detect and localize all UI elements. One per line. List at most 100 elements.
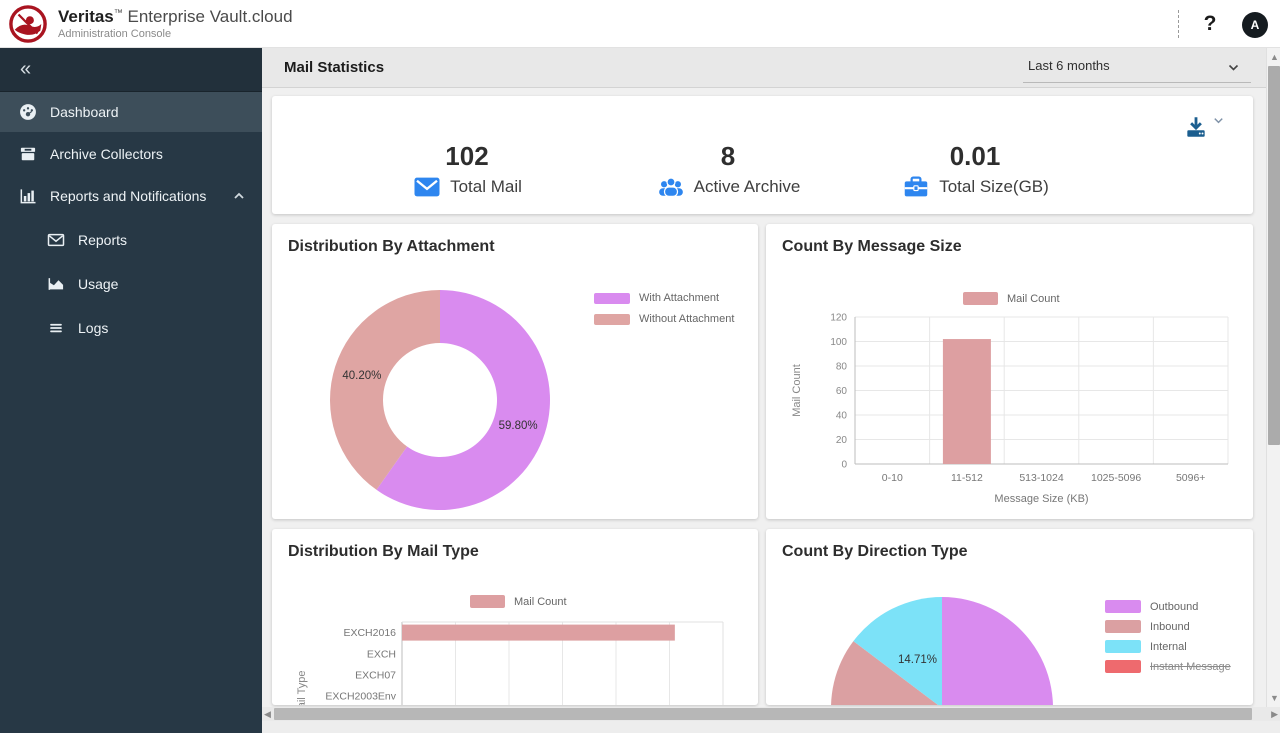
chart-card-count-by-direction-type: Count By Direction Type 14.71% Outbound … <box>766 529 1253 705</box>
svg-text:1025-5096: 1025-5096 <box>1091 472 1141 484</box>
sidebar-item-reports-and-notifications[interactable]: Reports and Notifications <box>0 176 262 216</box>
app-header: Veritas™ Enterprise Vault.cloud Administ… <box>0 0 1280 48</box>
chart-legend: Mail Count <box>963 292 1060 305</box>
svg-text:0-10: 0-10 <box>882 472 903 484</box>
dashboard-gauge-icon <box>20 104 36 120</box>
time-range-value: Last 6 months <box>1028 58 1110 73</box>
svg-text:EXCH2003Env: EXCH2003Env <box>325 691 396 703</box>
sidebar-item-dashboard[interactable]: Dashboard <box>0 92 262 132</box>
help-button[interactable]: ? <box>1203 12 1217 35</box>
chart-title: Count By Message Size <box>782 238 962 255</box>
time-range-select[interactable]: Last 6 months <box>1023 52 1251 83</box>
stat-total-mail: 102 Total Mail <box>362 142 572 202</box>
horizontal-scroll-thumb[interactable] <box>274 708 1252 720</box>
brand-block: Veritas™ Enterprise Vault.cloud Administ… <box>58 7 293 40</box>
legend-swatch <box>1105 660 1141 673</box>
export-button[interactable] <box>1183 114 1225 140</box>
svg-text:59.80%: 59.80% <box>499 420 538 432</box>
area-chart-icon <box>48 278 64 290</box>
bar-chart-icon <box>20 189 36 204</box>
svg-text:0: 0 <box>841 460 847 471</box>
legend-swatch <box>1105 640 1141 653</box>
legend-item-with-attachment[interactable]: With Attachment <box>594 292 734 304</box>
sidebar-item-logs[interactable]: Logs <box>0 308 262 348</box>
stat-value: 8 <box>720 141 736 171</box>
sidebar-item-label: Archive Collectors <box>50 146 163 162</box>
brand-title: Veritas™ Enterprise Vault.cloud <box>58 7 293 26</box>
chart-card-count-by-message-size: Count By Message Size 0 20 40 60 80 100 120 0-1… <box>766 224 1253 519</box>
archive-box-icon <box>20 147 36 161</box>
sidebar: « Dashboard Archive Collectors <box>0 48 262 733</box>
stat-active-archive: 8 Active Archive <box>623 142 833 202</box>
chevron-up-icon[interactable] <box>232 189 246 203</box>
chart-card-distribution-by-attachment: Distribution By Attachment 59.80% 40.20% … <box>272 224 758 519</box>
legend-swatch <box>1105 620 1141 633</box>
pie-chart: 14.71% <box>831 597 1053 705</box>
chevron-down-icon <box>1228 64 1239 71</box>
stat-value: 102 <box>445 141 489 171</box>
list-icon <box>50 323 62 333</box>
legend-item-mail-count[interactable]: Mail Count <box>963 292 1060 305</box>
envelope-icon <box>47 233 65 247</box>
chart-legend: With Attachment Without Attachment <box>594 292 734 334</box>
sidebar-collapse-button[interactable]: « <box>0 48 262 92</box>
scroll-up-arrow[interactable]: ▲ <box>1270 52 1279 62</box>
main-content: Mail Statistics Last 6 months <box>262 48 1280 733</box>
svg-text:11-512: 11-512 <box>951 472 983 484</box>
chart-title: Distribution By Attachment <box>288 238 495 255</box>
avatar[interactable]: A <box>1242 12 1268 38</box>
scroll-left-arrow[interactable]: ◀ <box>264 709 271 719</box>
page-toolbar: Mail Statistics Last 6 months <box>262 48 1266 88</box>
svg-text:Mail Count: Mail Count <box>791 364 803 417</box>
legend-swatch <box>1105 600 1141 613</box>
svg-text:40.20%: 40.20% <box>342 370 381 382</box>
svg-text:100: 100 <box>830 337 847 348</box>
scroll-right-arrow[interactable]: ▶ <box>1271 709 1278 719</box>
stat-value: 0.01 <box>949 141 1001 171</box>
sidebar-item-usage[interactable]: Usage <box>0 264 262 304</box>
svg-text:60: 60 <box>836 386 848 397</box>
legend-item-instant-message[interactable]: Instant Message <box>1105 660 1231 673</box>
brand-subtitle: Administration Console <box>58 28 172 40</box>
mail-icon <box>414 177 440 197</box>
people-icon <box>658 177 683 197</box>
svg-text:EXCH: EXCH <box>367 648 396 660</box>
summary-stats-card: 102 Total Mail 8 <box>272 96 1253 214</box>
legend-item-mail-count[interactable]: Mail Count <box>470 595 567 608</box>
donut-chart: 59.80% 40.20% <box>330 290 550 510</box>
sidebar-item-reports[interactable]: Reports <box>0 220 262 260</box>
horizontal-scrollbar[interactable]: ◀ ▶ <box>262 707 1280 721</box>
legend-item-internal[interactable]: Internal <box>1105 640 1231 653</box>
stat-label: Total Size(GB) <box>939 177 1049 196</box>
chart-legend: Outbound Inbound Internal Instant Messag… <box>1105 600 1231 680</box>
svg-text:20: 20 <box>836 435 848 446</box>
svg-text:14.71%: 14.71% <box>898 654 937 666</box>
chart-title: Count By Direction Type <box>782 543 968 560</box>
vertical-scroll-thumb[interactable] <box>1268 66 1280 445</box>
svg-text:40: 40 <box>836 411 848 422</box>
svg-text:Mail Type: Mail Type <box>296 671 308 705</box>
legend-item-without-attachment[interactable]: Without Attachment <box>594 313 734 325</box>
svg-text:80: 80 <box>836 362 848 373</box>
vertical-scrollbar[interactable]: ▲ ▼ <box>1266 48 1280 707</box>
scroll-down-arrow[interactable]: ▼ <box>1270 693 1279 703</box>
sidebar-item-label: Usage <box>78 276 119 292</box>
sidebar-item-label: Reports and Notifications <box>50 188 207 204</box>
sidebar-item-archive-collectors[interactable]: Archive Collectors <box>0 134 262 174</box>
legend-item-outbound[interactable]: Outbound <box>1105 600 1231 613</box>
header-divider <box>1178 10 1179 38</box>
page-title: Mail Statistics <box>284 59 385 76</box>
download-icon <box>1187 117 1205 137</box>
bar-chart: 0 20 40 60 80 100 120 0-10 11-512 513-1024 1025-50… <box>791 313 1229 505</box>
legend-swatch <box>470 595 505 608</box>
legend-swatch <box>963 292 998 305</box>
stat-label: Active Archive <box>693 177 801 196</box>
legend-swatch <box>594 292 630 304</box>
briefcase-icon <box>904 176 928 197</box>
legend-item-inbound[interactable]: Inbound <box>1105 620 1231 633</box>
svg-text:5096+: 5096+ <box>1176 472 1206 484</box>
svg-text:513-1024: 513-1024 <box>1019 472 1064 484</box>
chart-title: Distribution By Mail Type <box>288 543 479 560</box>
svg-text:Message Size (KB): Message Size (KB) <box>994 493 1088 505</box>
